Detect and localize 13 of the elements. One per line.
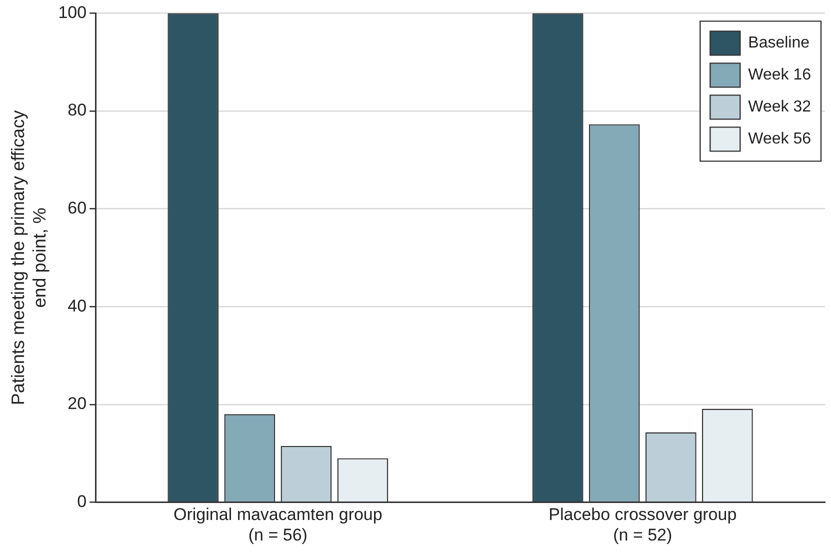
y-tick-label: 20 <box>68 394 87 414</box>
legend-label: Week 32 <box>748 98 812 116</box>
y-tick-label: 100 <box>58 2 87 22</box>
x-tick-label: Placebo crossover group (n = 52) <box>548 505 737 544</box>
legend-label: Week 56 <box>748 130 812 148</box>
legend-label: Week 16 <box>748 66 812 84</box>
y-axis-title: Patients meeting the primary efficacy end point, % <box>8 110 50 406</box>
x-tick-label: Original mavacamten group (n = 56) <box>174 505 382 544</box>
y-tick-label: 40 <box>68 296 87 316</box>
y-tick-label: 60 <box>68 198 87 218</box>
legend-label: Baseline <box>748 34 810 52</box>
y-tick-label: 80 <box>68 100 87 120</box>
y-tick-label: 0 <box>77 492 87 511</box>
